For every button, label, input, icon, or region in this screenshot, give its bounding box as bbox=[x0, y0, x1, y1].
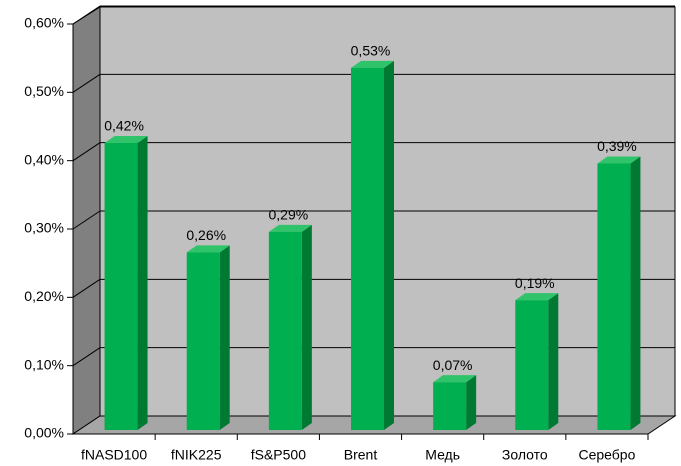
y-tick-label: 0,40% bbox=[24, 151, 64, 167]
bar-top bbox=[186, 245, 230, 253]
bar-top bbox=[268, 224, 312, 232]
grid-line bbox=[72, 5, 101, 25]
bar-side bbox=[466, 375, 477, 430]
y-tick-label: 0,00% bbox=[24, 425, 64, 441]
y-tick-label: 0,50% bbox=[24, 83, 64, 99]
bar bbox=[515, 300, 549, 430]
x-tick-label: Медь bbox=[425, 447, 460, 463]
y-tick-label: 0,30% bbox=[24, 220, 64, 236]
bar bbox=[351, 67, 384, 430]
bar-side bbox=[219, 245, 230, 430]
grid-line bbox=[72, 73, 101, 93]
grid-line bbox=[72, 210, 101, 230]
y-tick-label: 0,10% bbox=[24, 356, 64, 372]
bar-top bbox=[104, 136, 148, 143]
bar-top bbox=[597, 156, 641, 164]
bar bbox=[597, 163, 631, 430]
x-tick-label: fS&P500 bbox=[251, 447, 306, 463]
x-tick-label: Серебро bbox=[578, 447, 635, 463]
bar-side bbox=[301, 224, 312, 430]
bar-side bbox=[384, 60, 394, 430]
grid-line bbox=[72, 278, 101, 298]
value-label: 0,29% bbox=[269, 207, 309, 223]
bar bbox=[433, 382, 467, 430]
y-tick-label: 0,60% bbox=[24, 15, 64, 31]
bar-side bbox=[548, 293, 559, 430]
x-tick-label: Brent bbox=[344, 447, 378, 463]
bar bbox=[104, 143, 138, 430]
bar-top bbox=[433, 375, 477, 383]
value-label: 0,53% bbox=[351, 43, 391, 59]
x-tick-label: fNASD100 bbox=[81, 447, 147, 463]
bar-side bbox=[630, 156, 641, 430]
value-label: 0,07% bbox=[433, 357, 473, 373]
grid-line bbox=[72, 347, 101, 367]
y-tick-label: 0,20% bbox=[24, 288, 64, 304]
grid-line bbox=[72, 142, 101, 162]
bar-top bbox=[351, 60, 394, 68]
value-label: 0,26% bbox=[186, 227, 226, 243]
bar-top bbox=[515, 293, 559, 301]
value-label: 0,39% bbox=[597, 138, 637, 154]
value-label: 0,19% bbox=[515, 275, 555, 291]
bar bbox=[186, 252, 220, 430]
x-tick-label: Золото bbox=[502, 447, 548, 463]
bar bbox=[268, 231, 302, 430]
bar-side bbox=[137, 136, 148, 430]
x-tick-label: fNIK225 bbox=[171, 447, 222, 463]
value-label: 0,42% bbox=[104, 118, 144, 134]
